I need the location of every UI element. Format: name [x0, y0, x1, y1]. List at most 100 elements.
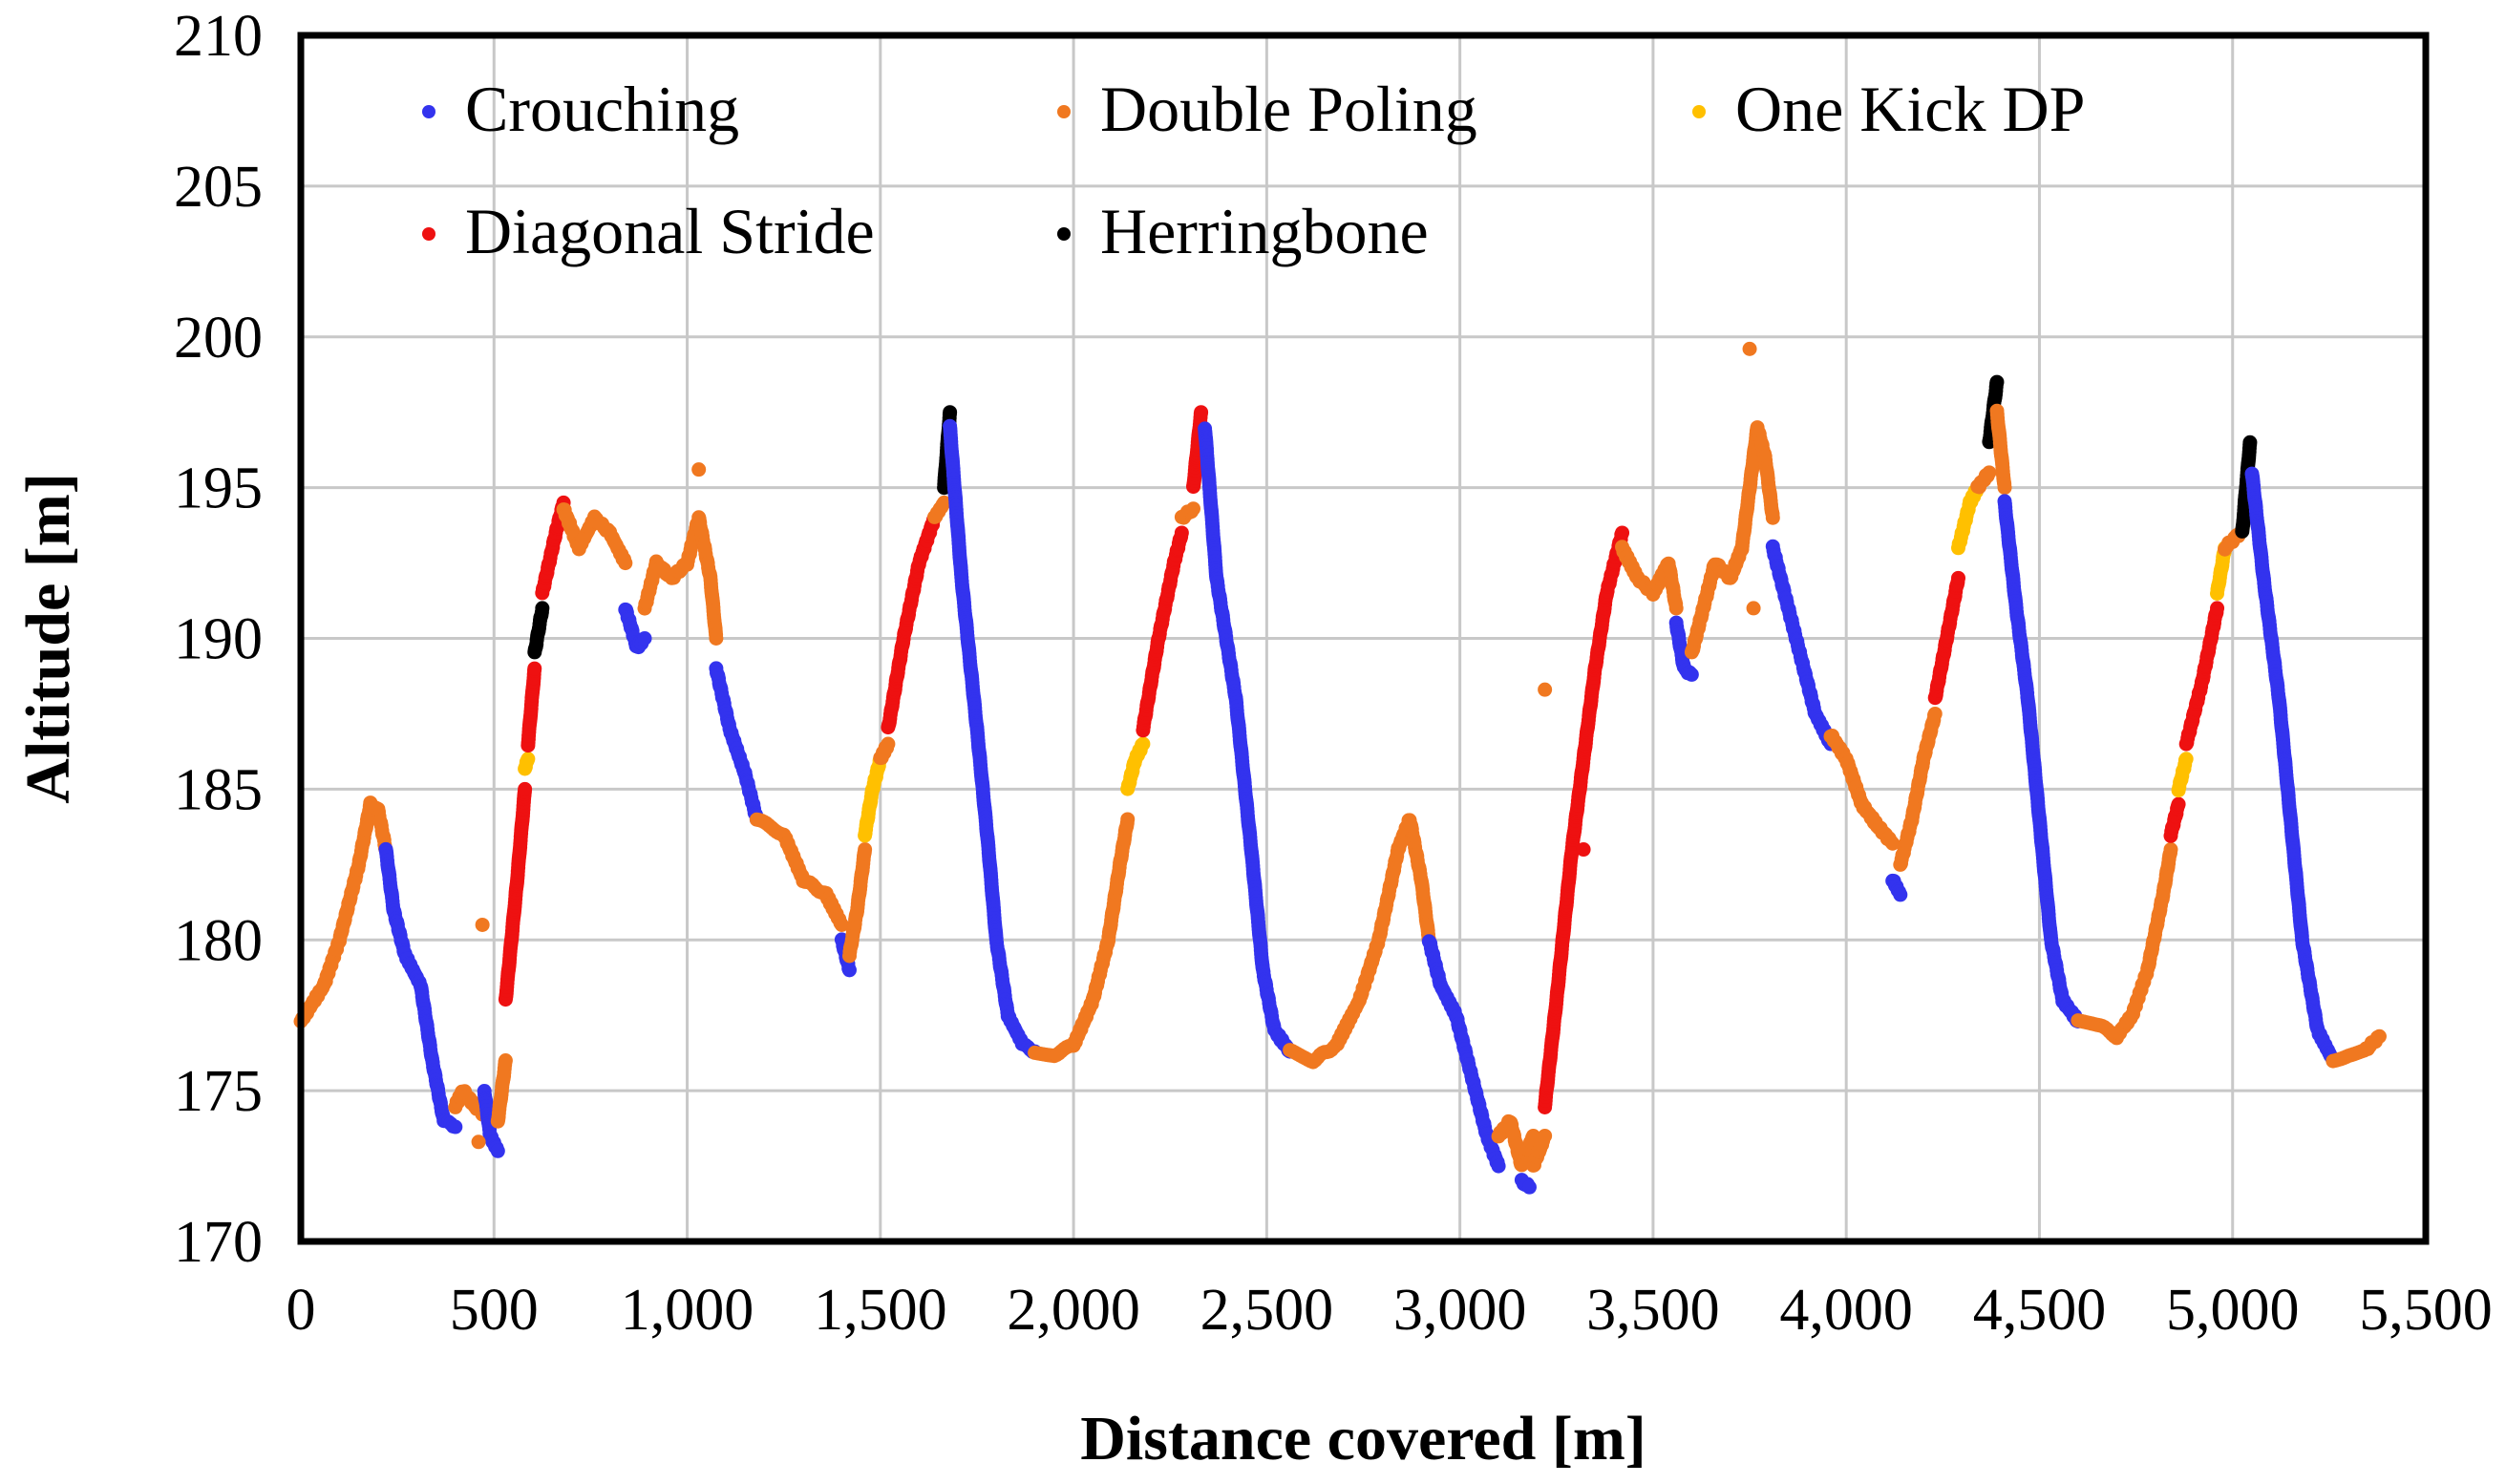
legend-marker-double-poling [1057, 105, 1071, 118]
legend: Crouching Double Poling One Kick DP Diagona… [422, 73, 2085, 267]
data-point-double-poling [1765, 510, 1780, 525]
x-tick-label: 4,500 [1973, 1278, 2107, 1343]
legend-marker-crouching [422, 105, 435, 118]
y-tick-label: 200 [174, 306, 263, 371]
x-axis-title: Distance covered [m] [1080, 1404, 1646, 1473]
x-tick-label: 4,000 [1779, 1278, 1913, 1343]
data-point-crouching [1491, 1158, 1506, 1174]
segment-double-poling [637, 510, 724, 646]
y-tick-label: 210 [174, 4, 263, 69]
data-point-herringbone [2242, 435, 2258, 450]
data-point-double-poling [1120, 812, 1136, 827]
legend-marker-diagonal-stride [422, 227, 435, 241]
data-point-one-kick-dp [2178, 752, 2194, 767]
x-tick-label: 5,500 [2359, 1278, 2493, 1343]
data-point-double-poling [1186, 501, 1200, 517]
x-tick-label: 5,000 [2166, 1278, 2300, 1343]
y-tick-label: 190 [174, 607, 263, 672]
data-point-herringbone [1989, 374, 2005, 390]
segment-diagonal-stride [1927, 570, 1965, 706]
data-point-double-poling [937, 495, 952, 510]
y-axis-title: Altitude [m] [13, 473, 83, 803]
y-tick-label: 195 [174, 456, 263, 521]
x-tick-label: 2,500 [1200, 1278, 1334, 1343]
data-point-herringbone [943, 405, 958, 420]
data-point-double-poling [2371, 1028, 2387, 1044]
legend-item-double-poling: Double Poling [1057, 73, 1477, 145]
data-point-one-kick-dp [520, 752, 536, 767]
segment-crouching [618, 602, 652, 655]
outlier-point-double-poling [1538, 682, 1553, 697]
legend-label: Crouching [465, 73, 739, 145]
y-tick-label: 180 [174, 908, 263, 973]
x-tick-label: 3,500 [1586, 1278, 1720, 1343]
segment-one-kick-dp [2171, 752, 2194, 798]
data-point-double-poling [498, 1053, 513, 1069]
segment-crouching [943, 418, 1043, 1059]
data-point-crouching [1521, 1179, 1537, 1195]
segment-diagonal-stride [498, 781, 533, 1007]
segment-double-poling [842, 842, 873, 964]
segment-double-poling [1028, 812, 1136, 1064]
legend-label: Double Poling [1100, 73, 1477, 145]
data-point-crouching [448, 1119, 463, 1134]
segment-double-poling [873, 736, 896, 766]
segment-double-poling [1823, 729, 1901, 851]
segment-crouching [378, 841, 463, 1134]
data-point-double-poling [1997, 480, 2012, 496]
outlier-point-double-poling [1746, 601, 1761, 616]
y-tick-labels: 170 175 180 185 190 195 200 205 210 [174, 4, 263, 1275]
outlier-point-double-poling [471, 1134, 486, 1150]
legend-label: One Kick DP [1735, 73, 2085, 145]
data-point-herringbone [535, 601, 550, 616]
segment-crouching [1514, 1173, 1537, 1195]
data-point-diagonal-stride [1194, 405, 1209, 420]
segment-crouching [1198, 421, 1298, 1059]
x-tick-label: 1,000 [621, 1278, 754, 1343]
data-point-diagonal-stride [518, 781, 533, 796]
segment-double-poling [556, 502, 633, 571]
x-tick-label: 2,000 [1007, 1278, 1140, 1343]
segment-double-poling [293, 795, 393, 1028]
data-point-double-poling [2163, 842, 2178, 858]
segment-diagonal-stride [2178, 601, 2225, 752]
data-point-double-poling [1982, 465, 1997, 480]
segment-one-kick-dp [518, 752, 536, 776]
data-point-double-poling [1885, 836, 1901, 851]
data-point-double-poling [1538, 1128, 1553, 1143]
legend-label: Herringbone [1100, 195, 1429, 267]
segment-crouching [709, 661, 764, 827]
x-tick-label: 3,000 [1393, 1278, 1527, 1343]
segment-crouching [1421, 934, 1506, 1174]
segment-double-poling [1174, 501, 1200, 525]
segment-crouching [1765, 539, 1838, 752]
outlier-point-double-poling [475, 917, 490, 932]
segment-double-poling [490, 1053, 513, 1129]
data-point-diagonal-stride [2171, 796, 2186, 812]
x-tick-label: 500 [450, 1278, 539, 1343]
data-point-double-poling [709, 631, 724, 646]
outlier-point-double-poling [691, 462, 707, 477]
data-point-double-poling [618, 556, 633, 571]
segment-diagonal-stride [520, 661, 542, 753]
data-point-double-poling [1927, 706, 1943, 721]
segment-one-kick-dp [1120, 736, 1151, 796]
data-points [293, 341, 2387, 1195]
segment-double-poling [2325, 1028, 2387, 1069]
segment-double-poling [749, 812, 849, 932]
x-tick-labels: 0 500 1,000 1,500 2,000 2,500 3,000 3,500 4,000 4… [287, 1278, 2493, 1343]
segment-double-poling [1526, 1128, 1553, 1173]
y-tick-label: 170 [174, 1210, 263, 1275]
outlier-point-double-poling [1742, 341, 1757, 356]
segment-double-poling [1970, 465, 1997, 495]
legend-label: Diagonal Stride [465, 195, 875, 267]
segment-diagonal-stride [881, 510, 942, 735]
data-point-diagonal-stride [2210, 601, 2225, 616]
segment-double-poling [1989, 403, 2012, 496]
data-point-diagonal-stride [1615, 525, 1630, 541]
segment-double-poling [1615, 540, 1684, 616]
segment-double-poling [1684, 420, 1780, 660]
segment-crouching [2244, 466, 2341, 1069]
segment-diagonal-stride [1136, 525, 1189, 738]
